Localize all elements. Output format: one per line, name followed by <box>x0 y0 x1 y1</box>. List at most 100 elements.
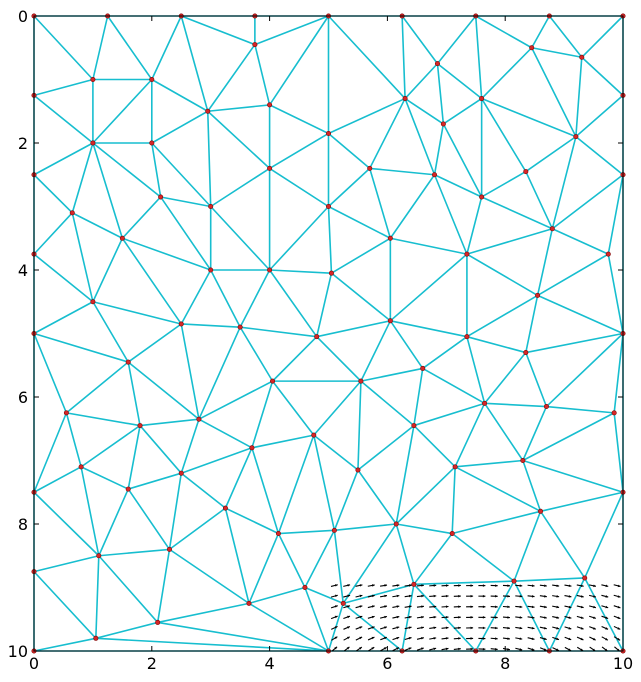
vector-arrow <box>367 615 375 619</box>
mesh-edge <box>268 269 333 274</box>
mesh-edge <box>607 253 624 335</box>
mesh-edge <box>480 196 554 230</box>
vector-arrow <box>466 605 474 609</box>
mesh-edge <box>239 269 271 328</box>
mesh-edge <box>180 269 212 325</box>
vector-arrow <box>576 584 584 588</box>
mesh-edge <box>97 548 171 557</box>
mesh-edge <box>413 532 453 586</box>
vector-arrow <box>441 647 449 651</box>
mesh-node <box>393 521 399 527</box>
vector-arrow <box>416 647 424 651</box>
vector-arrow <box>564 594 572 598</box>
vector-arrow <box>515 637 523 640</box>
vector-arrow <box>416 615 424 619</box>
mesh-edge <box>65 412 82 468</box>
mesh-edge <box>333 523 398 532</box>
mesh-node <box>96 553 102 559</box>
vector-arrow <box>601 615 609 620</box>
mesh-node <box>511 578 517 584</box>
mesh-node <box>267 267 273 273</box>
mesh-node <box>420 365 426 371</box>
vector-arrow <box>441 637 449 640</box>
mesh-edge <box>607 173 624 255</box>
mesh-edge <box>92 142 124 240</box>
mesh-edge <box>333 529 345 605</box>
vector-arrow <box>466 647 474 651</box>
mesh-edge <box>333 469 359 532</box>
mesh-edge <box>483 351 527 405</box>
mesh-edge <box>209 205 271 271</box>
vector-arrow <box>478 637 486 640</box>
vector-arrow <box>564 626 572 630</box>
vector-arrow <box>490 584 498 587</box>
mesh-edge <box>206 110 271 170</box>
mesh-edge <box>71 212 124 240</box>
vector-arrow <box>416 605 424 608</box>
mesh-edge <box>551 173 624 230</box>
mesh-edge <box>198 380 274 421</box>
vector-arrow <box>466 626 474 630</box>
vector-arrow <box>343 605 351 609</box>
mesh-node <box>222 505 228 511</box>
mesh-edge <box>95 637 330 652</box>
mesh-edge <box>454 402 486 468</box>
mesh-edge <box>483 402 524 462</box>
mesh-node <box>452 464 458 470</box>
mesh-edge <box>583 577 624 652</box>
mesh-edge <box>304 529 336 589</box>
y-tick-label: 2 <box>18 134 28 153</box>
mesh-edge <box>248 586 306 605</box>
mesh-edge <box>474 15 483 100</box>
mesh-edge <box>254 43 271 106</box>
vector-arrow <box>589 636 596 641</box>
mesh-edge <box>480 46 533 100</box>
vector-arrow <box>404 636 412 641</box>
mesh-edge <box>92 237 124 303</box>
vector-arrow <box>453 615 461 619</box>
vector-arrow <box>613 605 621 609</box>
mesh-edge <box>413 424 456 468</box>
vector-arrow <box>527 605 535 609</box>
mesh-node <box>464 334 470 340</box>
vector-arrow <box>601 605 609 609</box>
mesh-edge <box>522 459 624 494</box>
vector-arrow <box>527 594 535 598</box>
vector-arrow <box>478 626 486 630</box>
mesh-edge <box>395 523 415 586</box>
mesh-edge <box>268 15 330 106</box>
vector-arrow <box>380 646 387 652</box>
mesh-edge <box>404 97 436 176</box>
vector-arrow <box>515 647 523 651</box>
mesh-node <box>93 635 99 641</box>
mesh-edge <box>522 405 548 462</box>
vector-arrow <box>416 626 424 630</box>
mesh-edge <box>530 15 551 49</box>
mesh-node <box>246 600 252 606</box>
mesh-node <box>523 169 529 175</box>
mesh-node <box>270 378 276 384</box>
vector-arrow <box>613 594 621 598</box>
vector-arrow <box>564 636 572 641</box>
mesh-edge <box>127 361 200 421</box>
mesh-edge <box>268 205 330 271</box>
mesh-edge <box>139 424 183 475</box>
mesh-edge <box>251 446 280 535</box>
mesh-edge <box>254 15 330 46</box>
mesh-edge <box>224 446 253 509</box>
vector-arrow <box>392 626 400 630</box>
mesh-edge <box>65 412 141 427</box>
vector-arrow <box>502 605 511 609</box>
mesh-edge <box>151 15 183 81</box>
mesh-edge <box>466 335 486 405</box>
vector-arrow <box>576 594 584 598</box>
mesh-edge <box>357 469 398 525</box>
mesh-edge <box>312 434 336 532</box>
mesh-edge <box>180 472 227 509</box>
vector-arrow <box>490 626 498 630</box>
mesh-edge <box>583 491 624 579</box>
mesh-edge <box>206 110 212 208</box>
vector-arrow <box>552 626 560 630</box>
mesh-edge <box>33 637 97 652</box>
